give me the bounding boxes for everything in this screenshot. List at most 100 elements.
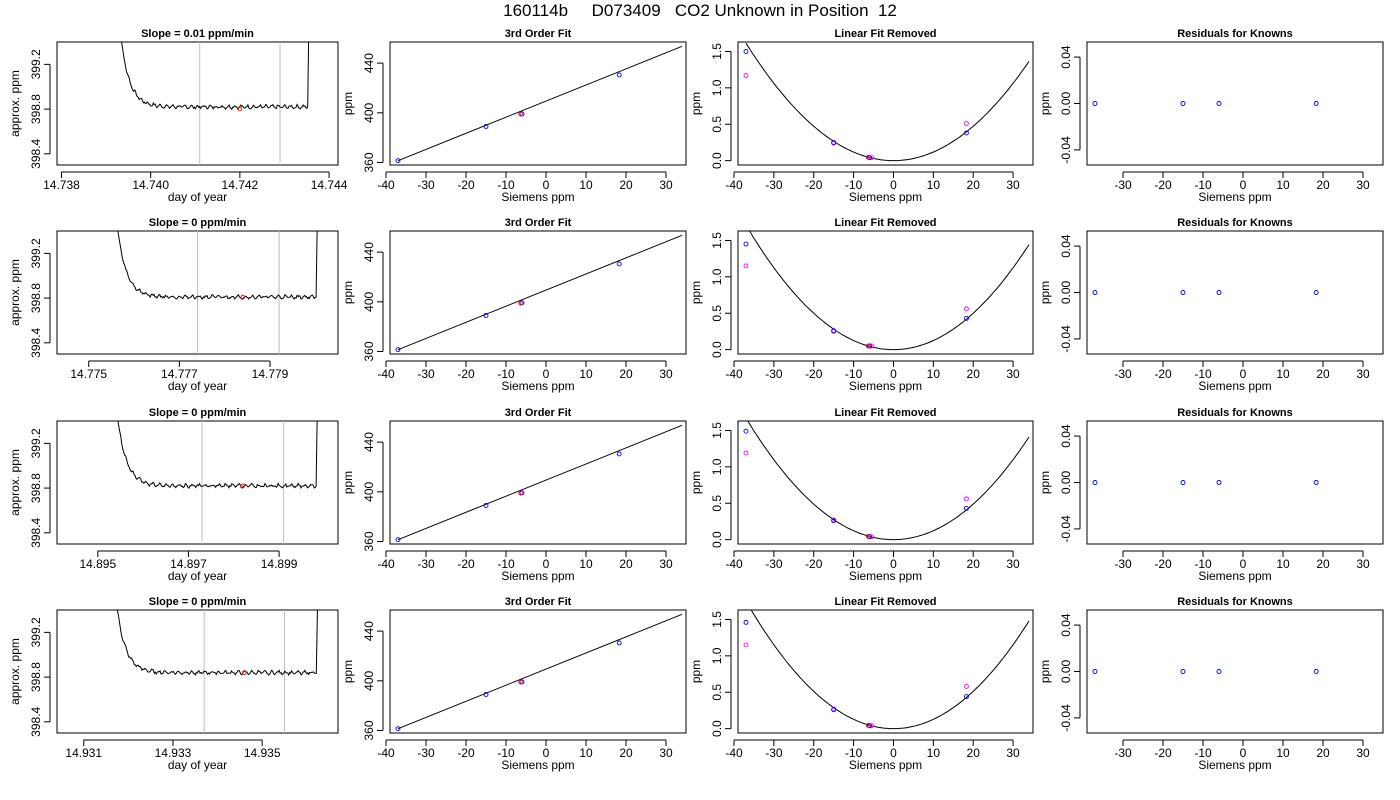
residual-fit-curve (747, 421, 1030, 541)
fit-residual-point (963, 121, 969, 126)
analyzer-trace (121, 42, 310, 111)
panel-1-1: 3rd Order Fit Siemens ppm ppm -40 -30 -20 -10 0… (341, 217, 687, 393)
x-tick-label: 10 (579, 557, 593, 571)
panel-title: 3rd Order Fit (505, 217, 572, 229)
y-axis-label: ppm (1038, 660, 1052, 683)
plot-frame (56, 41, 339, 166)
x-tick-label: 0 (543, 746, 550, 760)
x-tick-label: -20 (1154, 557, 1172, 571)
plot-area (743, 231, 1030, 351)
y-tick-label: 1.0 (710, 79, 724, 96)
residual-fit-curve (750, 610, 1030, 730)
unknown-sample-point (865, 722, 871, 728)
y-tick-label: 1.5 (710, 43, 724, 60)
y-tick-label: 0.5 (710, 495, 724, 512)
x-tick-label: -10 (497, 178, 515, 192)
fit-line (397, 424, 683, 541)
x-tick-label: 10 (927, 178, 941, 192)
y-tick-label: 0.5 (710, 305, 724, 322)
y-tick-label: 0.0 (710, 531, 724, 548)
x-tick-label: 0 (890, 746, 897, 760)
x-tick-label: 14.740 (132, 178, 169, 192)
plot-area (395, 613, 683, 732)
x-tick-label: -10 (1194, 367, 1212, 381)
x-tick-label: -30 (417, 557, 435, 571)
plot-area (395, 424, 683, 543)
known-standard-point (831, 518, 837, 524)
panel-title: Slope = 0 ppm/min (149, 596, 247, 608)
y-tick-label: 400 (362, 102, 376, 122)
known-standard-point (831, 707, 837, 713)
x-tick-label: 20 (619, 557, 633, 571)
panel-title: Linear Fit Removed (834, 596, 936, 608)
x-tick-label: -30 (1114, 746, 1132, 760)
fit-line (397, 234, 683, 351)
plot-frame (1086, 420, 1384, 545)
known-standard-point (1092, 669, 1098, 674)
x-tick-label: 30 (1356, 746, 1370, 760)
x-tick-label: 0 (1240, 367, 1247, 381)
plot-frame (56, 420, 339, 545)
y-tick-label: 399.2 (29, 238, 43, 268)
x-tick-label: -20 (805, 557, 823, 571)
known-standard-point (616, 72, 622, 78)
x-axis-label: day of year (168, 758, 227, 772)
y-tick-label: 0.0 (710, 341, 724, 358)
plot-area (1092, 101, 1319, 106)
known-standard-point (1180, 480, 1186, 485)
x-tick-label: 20 (619, 746, 633, 760)
y-tick-label: 400 (362, 291, 376, 311)
y-tick-label: 1.5 (710, 232, 724, 249)
plot-frame (56, 609, 339, 734)
y-tick-label: 399.2 (29, 49, 43, 79)
known-standard-point (743, 428, 749, 434)
x-axis-label: day of year (168, 379, 227, 393)
known-standard-point (1313, 669, 1319, 674)
y-tick-label: 0.00 (1059, 659, 1073, 683)
panel-title: Slope = 0 ppm/min (149, 407, 247, 419)
y-axis-label: ppm (341, 92, 355, 115)
x-tick-label: -30 (765, 557, 783, 571)
fit-residual-point (869, 723, 874, 729)
panel-3-0: Slope = 0 ppm/min day of year approx. ppm 1… (8, 596, 339, 772)
y-tick-label: 399.2 (29, 617, 43, 647)
plot-area (395, 234, 683, 353)
known-standard-point (963, 130, 969, 136)
x-tick-label: -10 (845, 746, 863, 760)
y-tick-label: 440 (362, 432, 376, 452)
analyzer-trace (116, 610, 318, 677)
y-tick-label: 1.5 (710, 611, 724, 628)
y-axis-label: ppm (689, 92, 703, 115)
plot-frame (389, 609, 687, 734)
panel-title: 3rd Order Fit (505, 407, 572, 419)
x-tick-label: -20 (457, 746, 475, 760)
plot-area (743, 42, 1030, 162)
panel-title: Slope = 0 ppm/min (149, 217, 247, 229)
unknown-sample-point (865, 154, 871, 160)
y-tick-label: 400 (362, 670, 376, 690)
x-tick-label: 30 (1006, 367, 1020, 381)
panel-title: Residuals for Knowns (1177, 596, 1293, 608)
fit-residual-point (743, 263, 749, 269)
known-standard-point (616, 261, 622, 267)
x-tick-label: -20 (1154, 178, 1172, 192)
plot-frame (1086, 41, 1384, 166)
panel-2-0: Slope = 0 ppm/min day of year approx. ppm 1… (8, 407, 339, 583)
known-standard-point (395, 347, 401, 353)
x-tick-label: -10 (497, 557, 515, 571)
x-axis-label: Siemens ppm (849, 190, 922, 204)
y-tick-label: 398.4 (29, 138, 43, 168)
plot-frame (1086, 230, 1384, 355)
x-tick-label: 30 (659, 367, 673, 381)
panel-1-3: Residuals for Knowns Siemens ppm ppm -30 -20… (1038, 217, 1384, 393)
x-axis-label: Siemens ppm (501, 758, 574, 772)
y-tick-label: 1.0 (710, 458, 724, 475)
x-tick-label: 10 (1276, 746, 1290, 760)
panel-0-2: Linear Fit Removed Siemens ppm ppm -40 -30 -2… (689, 28, 1034, 204)
x-tick-label: -30 (1114, 367, 1132, 381)
y-tick-label: 0.04 (1059, 424, 1073, 448)
x-tick-label: 10 (1276, 557, 1290, 571)
known-standard-point (963, 315, 969, 321)
x-tick-label: -20 (805, 746, 823, 760)
x-tick-label: 30 (1356, 178, 1370, 192)
